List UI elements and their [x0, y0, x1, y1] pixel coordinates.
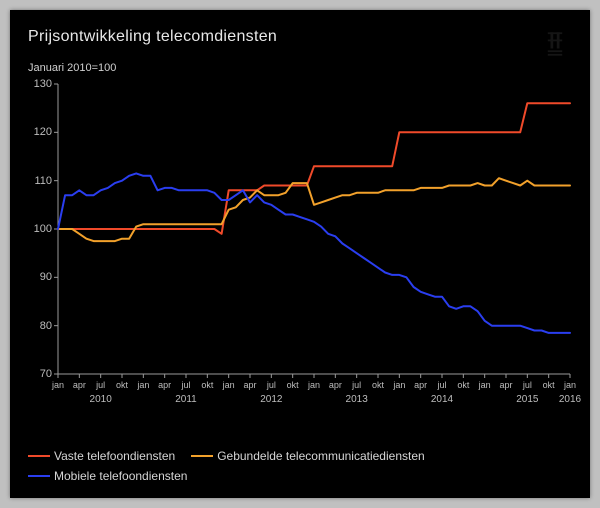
x-tick-label: apr [73, 380, 86, 390]
legend-label: Vaste telefoondiensten [54, 446, 175, 466]
x-year-label: 2014 [431, 394, 453, 405]
x-tick-label: apr [499, 380, 512, 390]
x-tick-label: jan [137, 380, 149, 390]
x-tick-label: jul [181, 380, 190, 390]
x-tick-label: okt [287, 380, 299, 390]
chart-frame: Prijsontwikkeling telecomdiensten Januar… [10, 10, 590, 498]
x-year-label: 2011 [175, 394, 197, 405]
legend-swatch [28, 475, 50, 477]
x-tick-label: jul [352, 380, 361, 390]
x-tick-label: okt [457, 380, 469, 390]
x-year-label: 2010 [90, 394, 112, 405]
x-tick-label: apr [414, 380, 427, 390]
chart-title: Prijsontwikkeling telecomdiensten [28, 28, 277, 46]
chart-area: 708090100110120130janaprjuloktjanaprjulo… [28, 78, 576, 416]
x-tick-label: jul [523, 380, 532, 390]
legend-item: Mobiele telefoondiensten [28, 466, 187, 486]
legend-label: Mobiele telefoondiensten [54, 466, 187, 486]
x-tick-label: apr [243, 380, 256, 390]
x-year-label: 2013 [346, 394, 368, 405]
x-tick-label: okt [116, 380, 128, 390]
x-tick-label: jan [479, 380, 491, 390]
x-tick-label: jan [564, 380, 576, 390]
watermark-icon [546, 30, 564, 58]
x-tick-label: okt [201, 380, 213, 390]
legend: Vaste telefoondiensten Gebundelde telecom… [28, 446, 572, 486]
x-tick-label: okt [372, 380, 384, 390]
x-tick-label: okt [543, 380, 555, 390]
x-tick-label: jul [267, 380, 276, 390]
series-line [58, 173, 570, 333]
x-tick-label: jan [308, 380, 320, 390]
x-tick-label: jul [437, 380, 446, 390]
y-tick-label: 100 [28, 223, 52, 235]
legend-swatch [191, 455, 213, 457]
series-line [58, 103, 570, 234]
y-tick-label: 120 [28, 126, 52, 138]
chart-subtitle: Januari 2010=100 [28, 62, 116, 74]
y-tick-label: 80 [28, 320, 52, 332]
y-tick-label: 90 [28, 271, 52, 283]
series-line [58, 178, 570, 241]
legend-swatch [28, 455, 50, 457]
x-year-label: 2015 [516, 394, 538, 405]
y-tick-label: 70 [28, 368, 52, 380]
chart-svg [28, 78, 576, 416]
x-tick-label: apr [329, 380, 342, 390]
x-tick-label: jan [52, 380, 64, 390]
legend-row: Vaste telefoondiensten Gebundelde telecom… [28, 446, 572, 466]
x-tick-label: jan [223, 380, 235, 390]
legend-label: Gebundelde telecommunicatiediensten [217, 446, 424, 466]
y-tick-label: 110 [28, 175, 52, 187]
legend-row: Mobiele telefoondiensten [28, 466, 572, 486]
x-year-label: 2012 [260, 394, 282, 405]
x-year-label: 2016 [559, 394, 581, 405]
legend-item: Gebundelde telecommunicatiediensten [191, 446, 424, 466]
x-tick-label: jul [96, 380, 105, 390]
x-tick-label: apr [158, 380, 171, 390]
legend-item: Vaste telefoondiensten [28, 446, 175, 466]
y-tick-label: 130 [28, 78, 52, 90]
x-tick-label: jan [393, 380, 405, 390]
